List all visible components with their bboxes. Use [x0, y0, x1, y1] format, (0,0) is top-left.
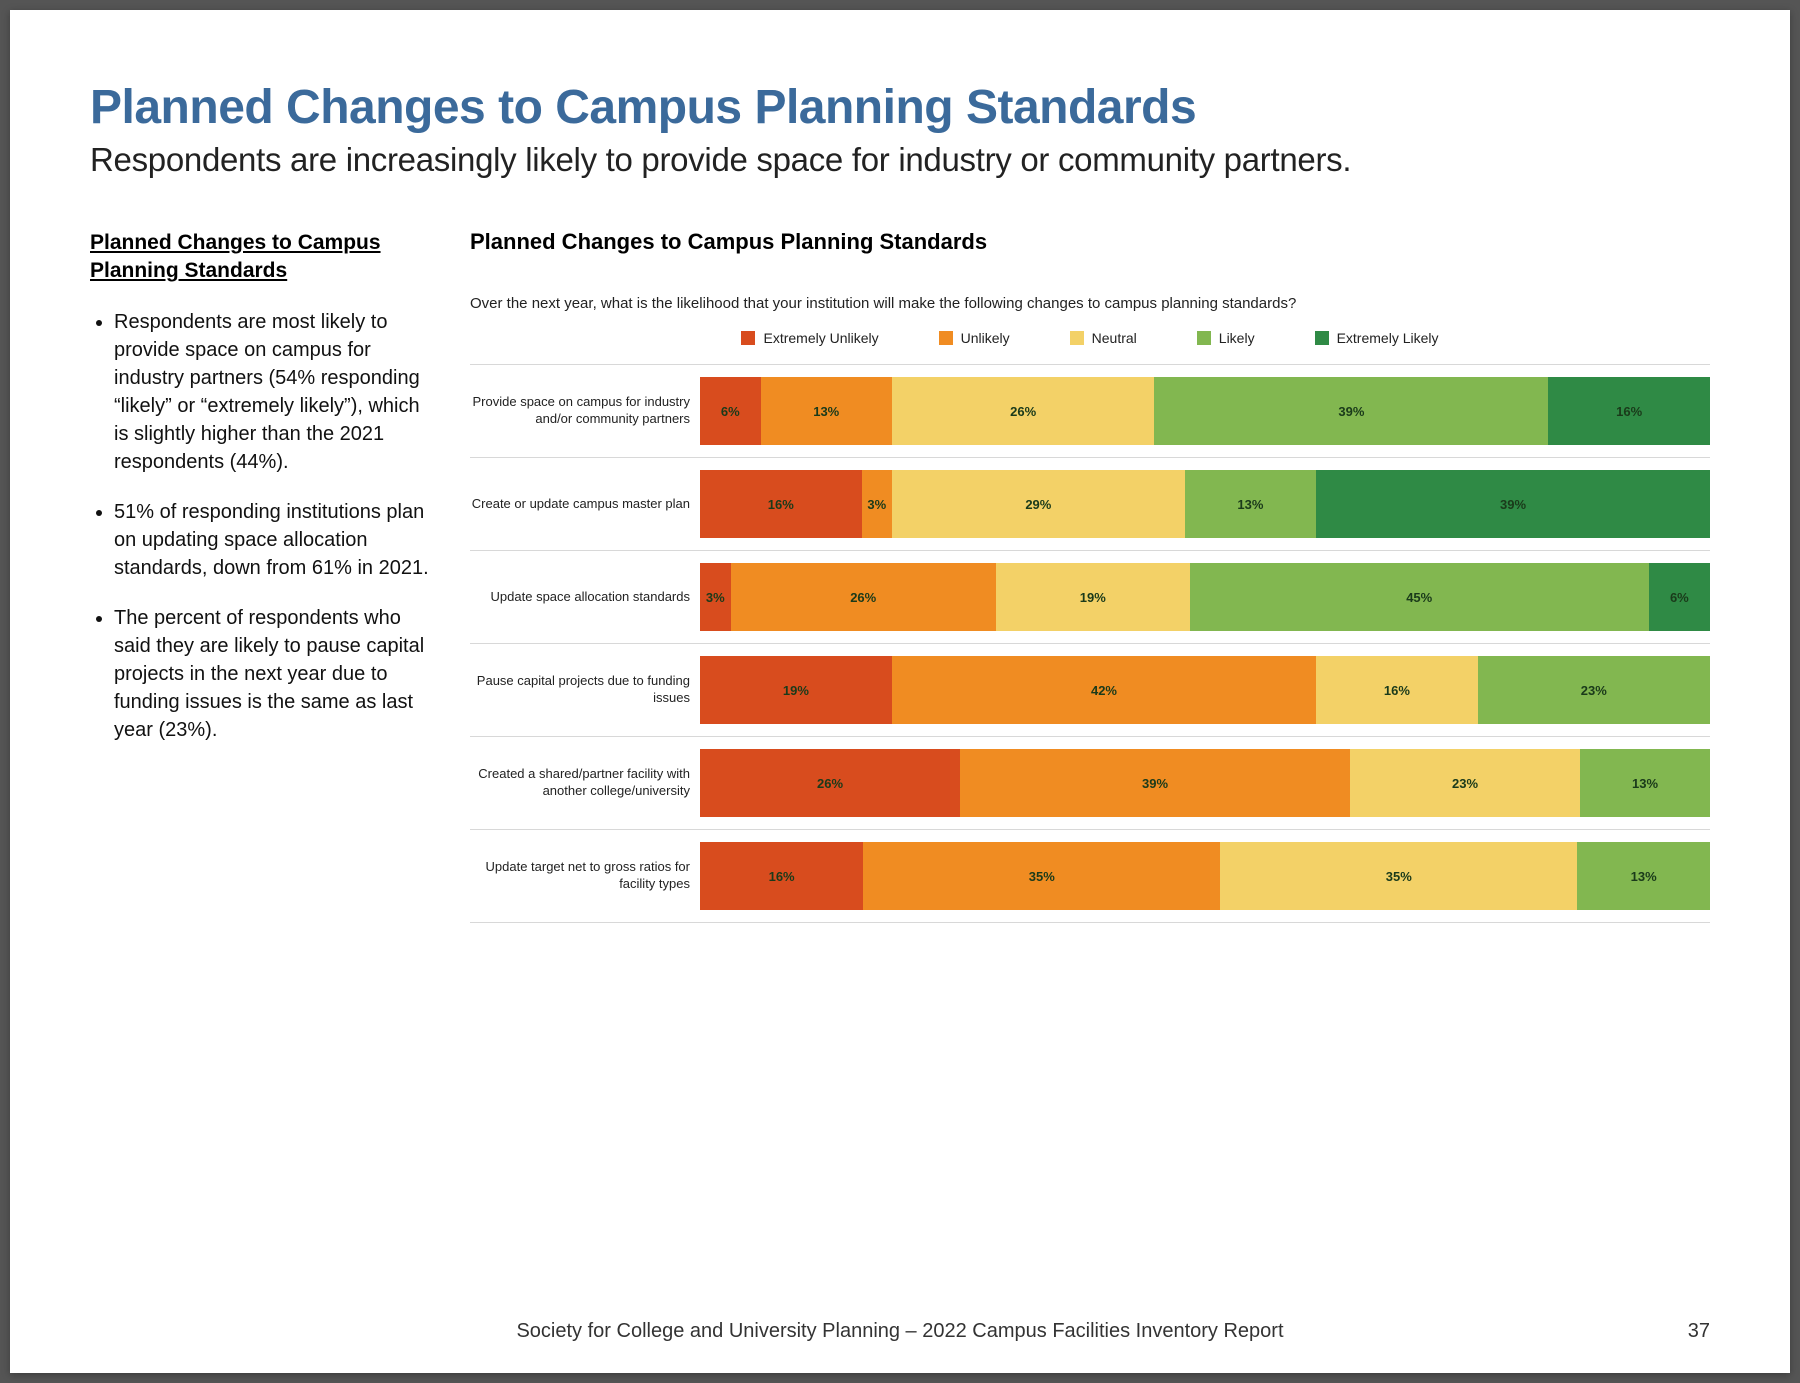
chart-row: Pause capital projects due to funding is… — [470, 644, 1710, 737]
bar-segment: 23% — [1350, 749, 1580, 817]
chart-row-label: Update target net to gross ratios for fa… — [470, 859, 700, 893]
chart-title: Planned Changes to Campus Planning Stand… — [470, 229, 1710, 255]
pdf-viewer-frame: Planned Changes to Campus Planning Stand… — [0, 0, 1800, 1383]
chart-row-label: Update space allocation standards — [470, 589, 700, 606]
chart-row: Provide space on campus for industry and… — [470, 365, 1710, 458]
legend-label: Neutral — [1092, 330, 1137, 346]
legend-item: Extremely Unlikely — [741, 330, 878, 346]
bar-segment: 35% — [1220, 842, 1577, 910]
bar-segment: 16% — [700, 842, 863, 910]
page-subtitle: Respondents are increasingly likely to p… — [90, 141, 1710, 179]
bar-track: 16%3%29%13%39% — [700, 470, 1710, 538]
bar-segment: 16% — [700, 470, 862, 538]
bar-segment: 39% — [1154, 377, 1548, 445]
chart-row-label: Created a shared/partner facility with a… — [470, 766, 700, 800]
bar-segment: 19% — [996, 563, 1190, 631]
bar-track: 6%13%26%39%16% — [700, 377, 1710, 445]
bar-track: 16%35%35%13% — [700, 842, 1710, 910]
chart-row: Create or update campus master plan16%3%… — [470, 458, 1710, 551]
chart-row: Created a shared/partner facility with a… — [470, 737, 1710, 830]
bar-track: 19%42%16%23% — [700, 656, 1710, 724]
page-footer: Society for College and University Plann… — [90, 1320, 1710, 1343]
left-column: Planned Changes to Campus Planning Stand… — [90, 229, 430, 923]
legend-item: Neutral — [1070, 330, 1137, 346]
legend-label: Extremely Unlikely — [763, 330, 878, 346]
legend-label: Extremely Likely — [1337, 330, 1439, 346]
chart-legend: Extremely Unlikely Unlikely Neutral Likely E… — [470, 330, 1710, 346]
bar-segment: 6% — [700, 377, 761, 445]
footer-text: Society for College and University Plann… — [150, 1320, 1650, 1343]
bar-segment: 26% — [731, 563, 996, 631]
bullet-list: Respondents are most likely to provide s… — [90, 308, 430, 744]
bar-track: 26%39%23%13% — [700, 749, 1710, 817]
legend-item: Extremely Likely — [1315, 330, 1439, 346]
bar-segment: 39% — [960, 749, 1350, 817]
bar-segment: 16% — [1316, 656, 1478, 724]
bar-segment: 26% — [700, 749, 960, 817]
legend-swatch — [1315, 331, 1329, 345]
legend-label: Likely — [1219, 330, 1255, 346]
legend-item: Unlikely — [939, 330, 1010, 346]
legend-swatch — [1070, 331, 1084, 345]
right-column: Planned Changes to Campus Planning Stand… — [470, 229, 1710, 923]
legend-swatch — [741, 331, 755, 345]
bar-segment: 16% — [1548, 377, 1710, 445]
chart-row: Update space allocation standards3%26%19… — [470, 551, 1710, 644]
chart-question: Over the next year, what is the likeliho… — [470, 295, 1710, 312]
bar-segment: 3% — [700, 563, 731, 631]
bar-segment: 42% — [892, 656, 1316, 724]
bar-segment: 39% — [1316, 470, 1710, 538]
legend-label: Unlikely — [961, 330, 1010, 346]
legend-swatch — [1197, 331, 1211, 345]
bar-segment: 26% — [892, 377, 1155, 445]
bar-segment: 6% — [1649, 563, 1710, 631]
bar-segment: 13% — [1185, 470, 1316, 538]
bullet-item: Respondents are most likely to provide s… — [114, 308, 430, 476]
bar-segment: 13% — [1577, 842, 1710, 910]
bar-segment: 19% — [700, 656, 892, 724]
page-number: 37 — [1650, 1320, 1710, 1343]
content-columns: Planned Changes to Campus Planning Stand… — [90, 229, 1710, 923]
bar-segment: 23% — [1478, 656, 1710, 724]
chart-row-label: Create or update campus master plan — [470, 496, 700, 513]
chart-row-label: Provide space on campus for industry and… — [470, 394, 700, 428]
bar-segment: 13% — [761, 377, 892, 445]
bar-segment: 3% — [862, 470, 892, 538]
bullet-item: 51% of responding institutions plan on u… — [114, 498, 430, 582]
bar-track: 3%26%19%45%6% — [700, 563, 1710, 631]
bar-segment: 35% — [863, 842, 1220, 910]
legend-swatch — [939, 331, 953, 345]
chart-row-label: Pause capital projects due to funding is… — [470, 673, 700, 707]
legend-item: Likely — [1197, 330, 1255, 346]
left-heading: Planned Changes to Campus Planning Stand… — [90, 229, 430, 286]
bar-segment: 13% — [1580, 749, 1710, 817]
chart-area: Provide space on campus for industry and… — [470, 364, 1710, 923]
document-page: Planned Changes to Campus Planning Stand… — [10, 10, 1790, 1373]
bar-segment: 45% — [1190, 563, 1649, 631]
bullet-item: The percent of respondents who said they… — [114, 604, 430, 744]
chart-row: Update target net to gross ratios for fa… — [470, 830, 1710, 923]
page-title: Planned Changes to Campus Planning Stand… — [90, 80, 1710, 135]
bar-segment: 29% — [892, 470, 1185, 538]
